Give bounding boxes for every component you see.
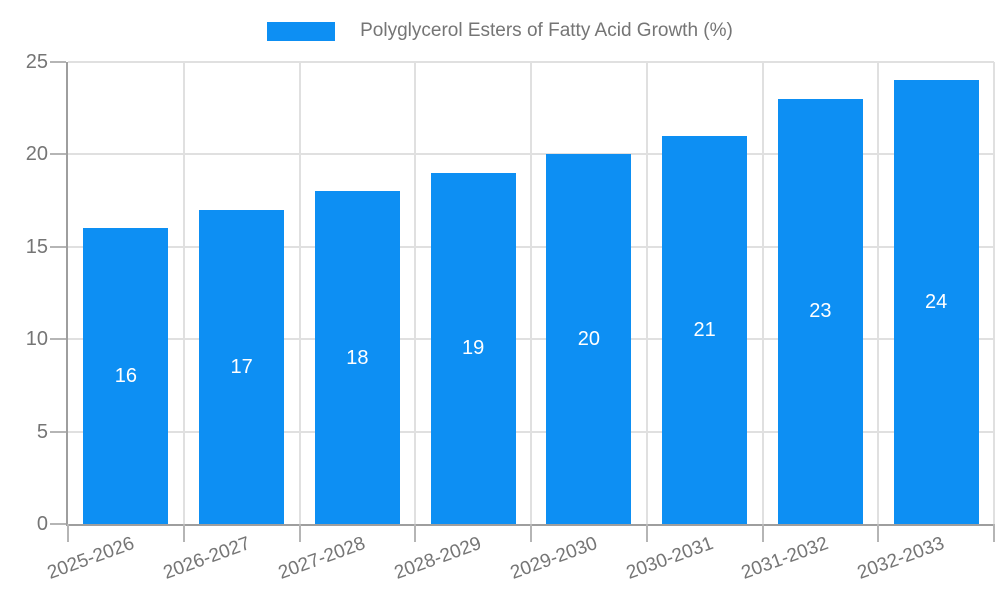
bar-2028-2029[interactable]: 19 [430,172,516,524]
gridline-vertical [877,62,880,524]
y-axis-tick-mark [50,523,66,525]
gridline-vertical [530,62,532,524]
bar-value-label: 24 [924,291,948,314]
y-axis-tick-mark [50,338,66,341]
x-axis-tick-mark [530,524,532,542]
gridline-vertical [761,62,764,524]
x-axis-tick-mark [182,524,185,542]
bar-2030-2031[interactable]: 21 [662,135,748,524]
bar-2027-2028[interactable]: 18 [314,191,400,524]
y-axis-tick-label: 20 [25,143,48,166]
y-axis-tick-mark [50,153,66,156]
gridline-vertical [993,62,995,524]
bar-value-label: 23 [809,300,832,323]
bar-2025-2026[interactable]: 16 [83,228,169,524]
plot-area: 16 17 18 19 20 21 23 24 [66,61,995,526]
y-axis-tick-label: 15 [25,235,48,258]
y-axis-tick-label: 10 [25,328,48,351]
y-axis-tick-label: 25 [25,51,48,73]
x-axis-tick-mark [67,524,69,542]
gridline-vertical [414,62,417,524]
x-axis-tick-mark [414,524,417,542]
bar-value-label: 20 [577,328,600,351]
bar-2026-2027[interactable]: 17 [199,209,285,524]
x-axis-tick-mark [877,524,880,542]
gridline-vertical [298,62,301,524]
gridline-vertical [182,62,185,524]
legend-label: Polyglycerol Esters of Fatty Acid Growth… [360,20,733,41]
legend-swatch-icon [267,21,336,41]
y-axis-tick-mark [50,245,66,248]
bar-value-label: 21 [693,318,716,341]
x-axis-tick-mark [993,524,995,542]
y-axis-tick-label: 5 [36,420,48,443]
bar-value-label: 19 [461,337,485,360]
gridline-vertical [645,62,648,524]
bar-value-label: 16 [114,365,137,388]
bar-value-label: 18 [346,346,369,369]
y-axis-tick-mark [50,61,66,63]
x-axis-tick-mark [761,524,764,542]
y-axis-tick-mark [50,430,66,433]
bar-2031-2032[interactable]: 23 [777,98,863,524]
bar-2032-2033[interactable]: 24 [893,80,979,524]
bar-value-label: 17 [230,355,253,378]
legend[interactable]: Polyglycerol Esters of Fatty Acid Growth… [0,20,1000,42]
x-axis-tick-mark [298,524,301,542]
y-axis-tick-label: 0 [36,513,48,535]
x-axis-tick-mark [645,524,648,542]
bar-2029-2030[interactable]: 20 [546,154,632,524]
